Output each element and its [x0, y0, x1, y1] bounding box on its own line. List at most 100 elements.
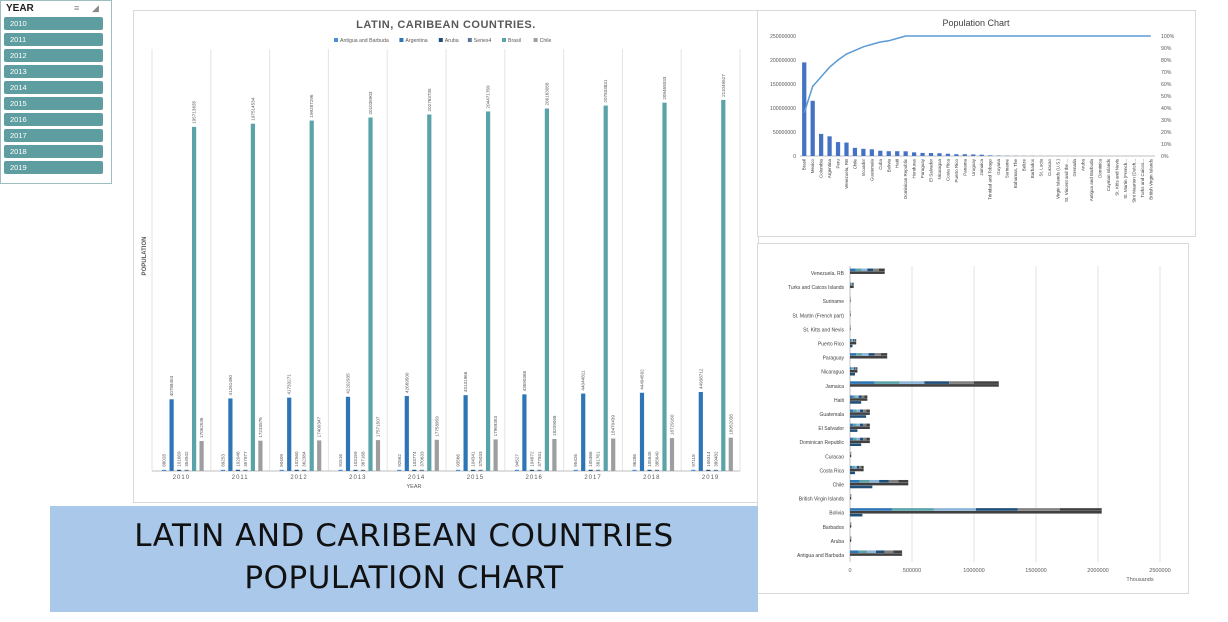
bar-segment — [851, 367, 853, 370]
legend-label: Argentina — [405, 38, 427, 44]
bar-segment — [861, 465, 864, 469]
legend-swatch — [438, 38, 443, 42]
y-tick-label: Haiti — [834, 398, 844, 404]
bar — [514, 469, 519, 471]
bar — [850, 553, 903, 556]
pareto-bar — [869, 149, 874, 156]
bar-data-label: 18470439 — [611, 415, 616, 436]
slicer-item-2017[interactable]: 2017 — [4, 129, 103, 142]
y2-tick-label: 100% — [1161, 34, 1175, 40]
x-axis-label: YEAR — [407, 484, 422, 490]
x-tick-label: 500000 — [903, 568, 921, 574]
bar-segment — [853, 409, 857, 413]
bar — [669, 438, 675, 471]
bar-data-label: 44494502 — [640, 369, 645, 390]
slicer-item-2010[interactable]: 2010 — [4, 17, 103, 30]
bar-data-label: 96286 — [632, 454, 637, 467]
bar — [493, 439, 498, 471]
bar — [596, 469, 601, 471]
slicer-item-2013[interactable]: 2013 — [4, 65, 103, 78]
slicer-item-2015[interactable]: 2015 — [4, 97, 103, 110]
bar — [243, 469, 248, 471]
bar-segment — [862, 353, 869, 356]
pareto-bar — [886, 151, 891, 156]
slicer-item-2012[interactable]: 2012 — [4, 49, 103, 62]
bar — [850, 341, 857, 345]
slicer-item-2019[interactable]: 2019 — [4, 161, 103, 174]
bar-data-label: 367168 — [361, 451, 366, 467]
bar — [478, 469, 483, 471]
slicer-item-2016[interactable]: 2016 — [4, 113, 103, 126]
bar — [588, 469, 593, 471]
pareto-bar — [835, 142, 841, 156]
y-tick-label: Curacao — [825, 454, 844, 460]
x-tick-label: Curacao — [1047, 159, 1052, 177]
bar — [456, 469, 461, 471]
bar-segment — [859, 423, 864, 427]
slicer-title: YEAR — [6, 3, 34, 14]
bar — [706, 469, 711, 471]
bar — [309, 120, 314, 472]
bar — [419, 469, 424, 471]
legend-swatch — [334, 38, 338, 42]
bar-data-label: 197514534 — [250, 97, 255, 120]
x-tick-label: Mexico — [810, 159, 815, 174]
bar-data-label: 41733271 — [287, 374, 292, 395]
bar — [632, 469, 637, 471]
pareto-bar — [844, 142, 849, 156]
x-tick-label: Grenada — [1072, 159, 1077, 177]
bar — [850, 496, 852, 500]
x-tick-label: El Salvador — [929, 159, 934, 183]
bar-data-label: 206163058 — [544, 82, 549, 105]
legend-swatch — [502, 38, 506, 42]
slicer-item-2018[interactable]: 2018 — [4, 145, 103, 158]
y-tick-label: St. Kitts and Nevis — [803, 327, 844, 333]
clear-filter-icon[interactable]: ◢ — [92, 3, 99, 13]
y-tick-label: St. Martin (French part) — [792, 313, 844, 319]
pareto-bar — [954, 154, 959, 156]
bar-segment — [858, 395, 862, 399]
slicer-item-2011[interactable]: 2011 — [4, 33, 103, 46]
y2-tick-label: 40% — [1161, 106, 1172, 112]
multi-select-icon[interactable]: ≡ — [74, 3, 80, 13]
bar — [850, 539, 852, 542]
legend-swatch — [399, 38, 404, 42]
pareto-bar — [920, 152, 925, 156]
bar-segment — [853, 437, 857, 441]
pareto-bar — [895, 151, 900, 156]
bar — [850, 271, 885, 274]
pareto-bar — [928, 153, 934, 156]
x-tick-label: Sint Maarten (Dutch... — [1131, 159, 1136, 203]
x-tick-label: Paraguay — [920, 158, 925, 178]
y-tick-label: Antigua and Barbuda — [797, 553, 844, 559]
y-tick-label: 100000000 — [770, 106, 796, 112]
population-pareto-chart[interactable]: Population Chart 0 50000000 100000000 150000… — [757, 10, 1196, 237]
x-tick-label: Jamaica — [979, 159, 984, 176]
bar-segment — [850, 367, 852, 370]
bar-secondary — [850, 344, 853, 348]
x-tick-label: Uruguay — [971, 158, 976, 176]
bar-segment — [850, 353, 857, 356]
pareto-bar — [911, 152, 917, 156]
bar — [184, 469, 189, 471]
pareto-bar — [903, 151, 908, 156]
country-horizontal-bar-chart[interactable]: 0 500000 1000000 1500000 2000000 2500000 Thous… — [757, 243, 1189, 594]
year-slicer[interactable]: YEAR ≡ ◢ 2010 2011 2012 2013 2014 2015 2… — [0, 0, 112, 184]
slicer-item-2014[interactable]: 2014 — [4, 81, 103, 94]
bar-segment — [861, 395, 865, 399]
bar-data-label: 104341 — [471, 451, 476, 467]
bar-segment — [861, 268, 868, 272]
x-tick-label: Guatemala — [869, 159, 874, 182]
bar-segment — [863, 409, 867, 413]
latin-caribean-bar-chart[interactable]: LATIN, CARIBEAN COUNTRIES. Antigua and Ba… — [133, 10, 759, 503]
bar — [177, 469, 182, 471]
bar — [713, 469, 718, 471]
bar-segment — [853, 282, 854, 286]
bar-segment — [850, 282, 852, 286]
pareto-bar — [827, 136, 832, 156]
bar-secondary — [850, 485, 873, 489]
bar — [850, 313, 851, 317]
y-tick-label: El Salvador — [818, 426, 844, 432]
x-tick-label: St. Martin (French... — [1123, 159, 1128, 199]
pareto-bar — [802, 62, 807, 156]
